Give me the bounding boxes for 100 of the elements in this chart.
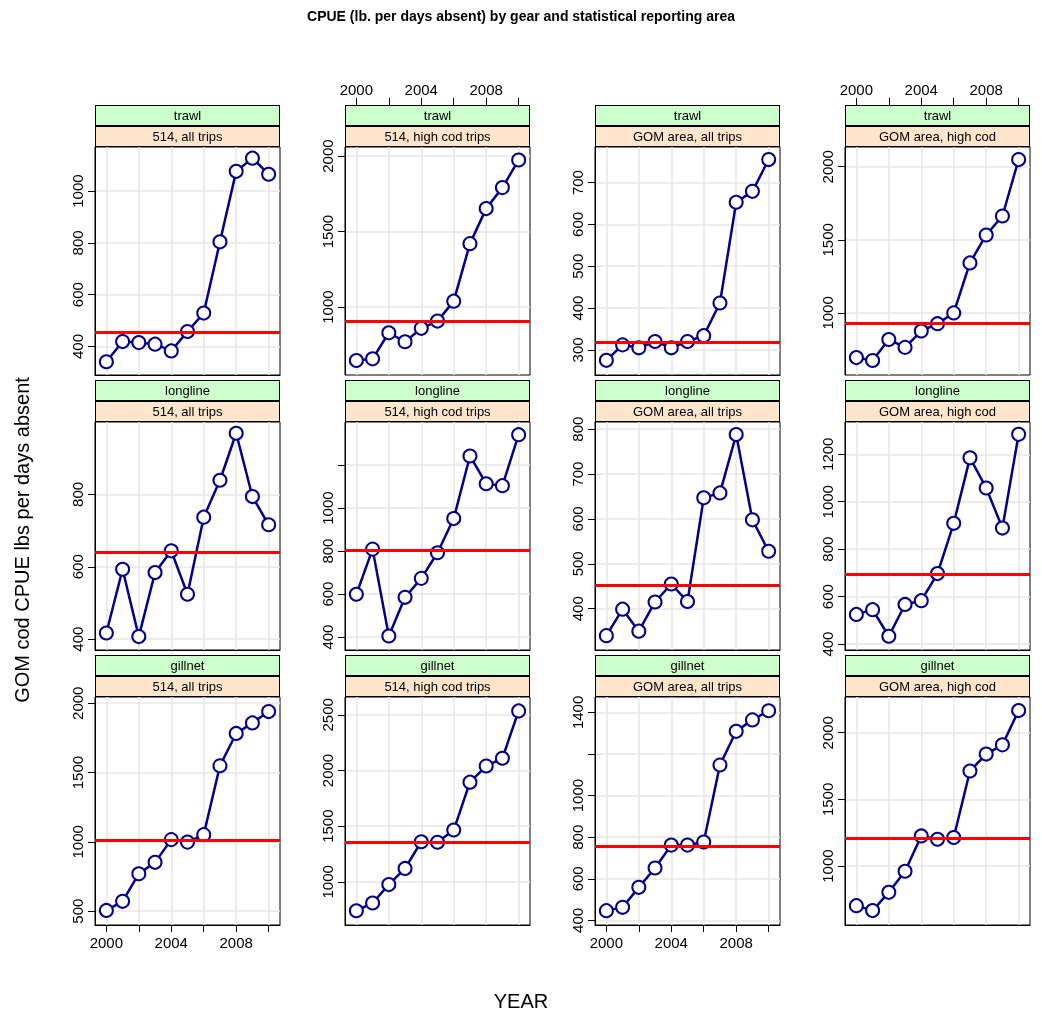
point <box>180 586 195 602</box>
y-tick-label: 1000 <box>819 296 836 330</box>
point <box>848 898 864 914</box>
point <box>897 339 913 355</box>
point <box>115 893 131 909</box>
chart-subtitle: GOM area, high cod <box>845 676 1030 697</box>
point <box>212 758 228 774</box>
point <box>131 866 147 882</box>
x-tick-label: 2004 <box>654 934 688 951</box>
y-tick-label: 400 <box>319 624 336 650</box>
x-tick-label: 2000 <box>589 934 624 951</box>
point <box>761 703 777 719</box>
point <box>978 480 994 496</box>
point <box>946 305 962 321</box>
y-tick-label: 300 <box>569 337 586 363</box>
y-tick-label: 1500 <box>319 214 336 249</box>
y-tick-label: 700 <box>569 461 586 487</box>
y-tick-label: 500 <box>69 898 86 924</box>
chart-subtitle: GOM area, all trips <box>595 676 780 697</box>
point <box>631 879 647 895</box>
point <box>913 323 929 339</box>
point <box>478 758 494 774</box>
x-tick-label: 2004 <box>904 81 938 98</box>
point <box>978 227 994 243</box>
x-tick-label: 2004 <box>154 934 188 951</box>
point <box>946 515 962 531</box>
point <box>598 628 614 644</box>
point <box>365 895 381 911</box>
point <box>397 334 413 350</box>
point <box>728 427 744 443</box>
point <box>365 351 381 367</box>
point <box>615 899 631 915</box>
point <box>994 737 1010 753</box>
point <box>728 194 744 210</box>
y-tick-label: 1000 <box>319 290 336 324</box>
point <box>631 623 647 639</box>
y-tick-label: 1000 <box>69 825 86 859</box>
y-tick-label: 2500 <box>319 698 336 732</box>
y-tick-label: 1500 <box>819 223 836 257</box>
point <box>680 594 695 610</box>
point <box>865 602 881 618</box>
point <box>744 712 760 728</box>
point <box>511 152 527 168</box>
y-tick-label: 2000 <box>319 139 336 173</box>
y-tick-label: 1500 <box>319 809 336 843</box>
point <box>478 201 494 217</box>
y-tick-label: 600 <box>569 211 586 237</box>
point <box>598 903 614 919</box>
y-tick-label: 600 <box>69 554 86 580</box>
chart-title: gillnet <box>845 655 1030 676</box>
y-tick-label: 1000 <box>819 485 836 519</box>
point <box>897 596 913 612</box>
point <box>865 903 881 919</box>
chart-subtitle: 514, all trips <box>95 126 280 147</box>
y-tick-label: 1000 <box>319 491 336 525</box>
point <box>1011 152 1027 168</box>
chart-title: longline <box>595 380 780 401</box>
point <box>228 163 244 179</box>
point <box>462 236 478 252</box>
y-tick-label: 800 <box>319 538 336 564</box>
y-tick-label: 800 <box>569 824 586 850</box>
point <box>147 565 163 581</box>
point <box>462 448 478 464</box>
point <box>962 450 978 466</box>
point <box>865 353 881 369</box>
point <box>381 877 397 893</box>
point <box>131 335 147 351</box>
y-tick-label: 600 <box>319 581 336 607</box>
point <box>98 902 114 918</box>
point <box>381 628 397 644</box>
point <box>744 183 760 199</box>
point <box>228 425 244 441</box>
point <box>446 293 462 309</box>
y-tick-label: 2000 <box>819 150 836 184</box>
point <box>598 352 614 368</box>
point <box>881 884 897 900</box>
point <box>212 472 228 488</box>
y-tick-label: 800 <box>569 416 586 442</box>
text: CPUE (lb. per days absent) by gear and statistical reporting area <box>307 8 735 24</box>
point <box>478 476 494 492</box>
y-tick-label: 500 <box>569 253 586 279</box>
chart-subtitle: 514, high cod trips <box>345 676 530 697</box>
point <box>348 353 364 368</box>
point <box>712 485 728 501</box>
x-tick-label: 2008 <box>719 934 753 951</box>
point <box>511 703 527 719</box>
point <box>196 509 212 525</box>
y-tick-label: 800 <box>69 230 86 256</box>
y-tick-label: 1200 <box>819 437 836 471</box>
chart-subtitle: GOM area, high cod <box>845 126 1030 147</box>
chart-subtitle: GOM area, all trips <box>595 401 780 422</box>
point <box>712 757 728 773</box>
point <box>131 629 147 645</box>
chart-title: trawl <box>345 105 530 126</box>
chart-subtitle: GOM area, high cod <box>845 401 1030 422</box>
y-tick-label: 2000 <box>69 686 86 720</box>
chart-subtitle: GOM area, all trips <box>595 126 780 147</box>
x-tick-label: 2008 <box>969 81 1003 98</box>
point <box>348 586 364 602</box>
x-tick-label: 2000 <box>839 81 874 98</box>
